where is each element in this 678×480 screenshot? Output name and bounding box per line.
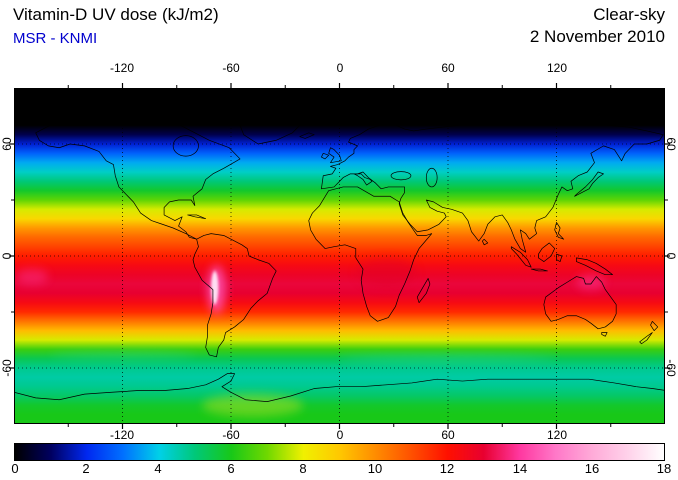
coastline-antarctica [14,374,665,402]
colorbar-tick-label: 12 [439,461,455,476]
colorbar-tick-label: 4 [154,461,162,476]
coastline-cuba [188,215,206,219]
coastline-britain [329,148,342,163]
africa-uv-high-patch [355,257,418,288]
colorbar-tick-label: 14 [512,461,528,476]
coastline-sumatra [511,247,531,268]
colorbar-tick-label: 8 [299,461,307,476]
coastline-new-zealand-south [640,333,653,344]
x-tick-label: -60 [222,61,240,75]
coastline-new-zealand-north [651,321,658,330]
coastline-caspian-sea [426,168,437,187]
x-tick-label: 60 [441,61,455,75]
coastline-hudson-bay [173,136,198,157]
coastline-australia [544,277,616,329]
colorbar-tick-label: 18 [656,461,672,476]
colorbar-gradient [15,444,664,460]
southern-ocean-streak [50,350,195,360]
coastline-eurasia [321,110,663,252]
colorbar-tick-label: 16 [584,461,600,476]
colorbar-tick-label: 2 [82,461,90,476]
coastline-greenland [240,110,303,144]
map-border [14,88,665,424]
coastline-black-sea [391,172,411,180]
axis-ticks [9,83,670,429]
coastline-sri-lanka [482,239,487,245]
pacific-uv-high-patch [15,269,49,285]
colorbar [14,443,665,461]
x-tick-label: 120 [546,61,568,75]
sky-condition-label: Clear-sky [593,5,665,24]
coastline-ireland [321,153,328,159]
world-map [9,83,670,429]
southern-ocean-streak [339,354,557,364]
coastline-north-america [36,120,240,239]
dataset-label: MSR - KNMI [13,30,98,47]
coastline-japan [575,172,604,196]
regional-anomalies [15,257,606,417]
x-tick-label: 120 [546,428,568,442]
coastline-south-america [193,234,276,357]
colorbar-tick-label: 6 [227,461,235,476]
coastline-tasmania [602,333,607,337]
x-axis-bottom-labels: -120 -60 0 60 120 [0,428,678,442]
colorbar-tick-label: 10 [367,461,383,476]
coastline-borneo [538,243,554,262]
colorbar-tick-label: 0 [11,461,19,476]
coastline-new-guinea [576,258,612,275]
coastline-italy [354,174,372,185]
coastline-philippines [555,222,564,239]
colorbar-labels: 0 2 4 6 8 10 12 14 16 18 [0,461,678,477]
andes-uv-max-core [211,270,219,305]
x-tick-label: 60 [441,428,455,442]
x-tick-label: 0 [336,61,344,75]
x-tick-label: -120 [109,428,135,442]
coastline-iceland [300,133,314,139]
x-tick-label: -120 [109,61,135,75]
australasia-uv-high-patch [576,274,606,290]
coastline-sulawesi [556,254,561,261]
date-label: 2 November 2010 [529,27,665,46]
antarctica-uv-patch [202,394,304,417]
coastlines [14,110,665,401]
x-axis-top-labels: -120 -60 0 60 120 [0,61,678,75]
coastline-africa [309,187,432,321]
x-tick-label: 0 [336,428,344,442]
grid-lines [14,88,665,424]
axis-minor-ticks [11,85,668,427]
coastline-madagascar [417,278,430,302]
chart-title: Vitamin-D UV dose (kJ/m2) [13,5,219,24]
coastline-java [531,269,547,271]
x-tick-label: -60 [222,428,240,442]
